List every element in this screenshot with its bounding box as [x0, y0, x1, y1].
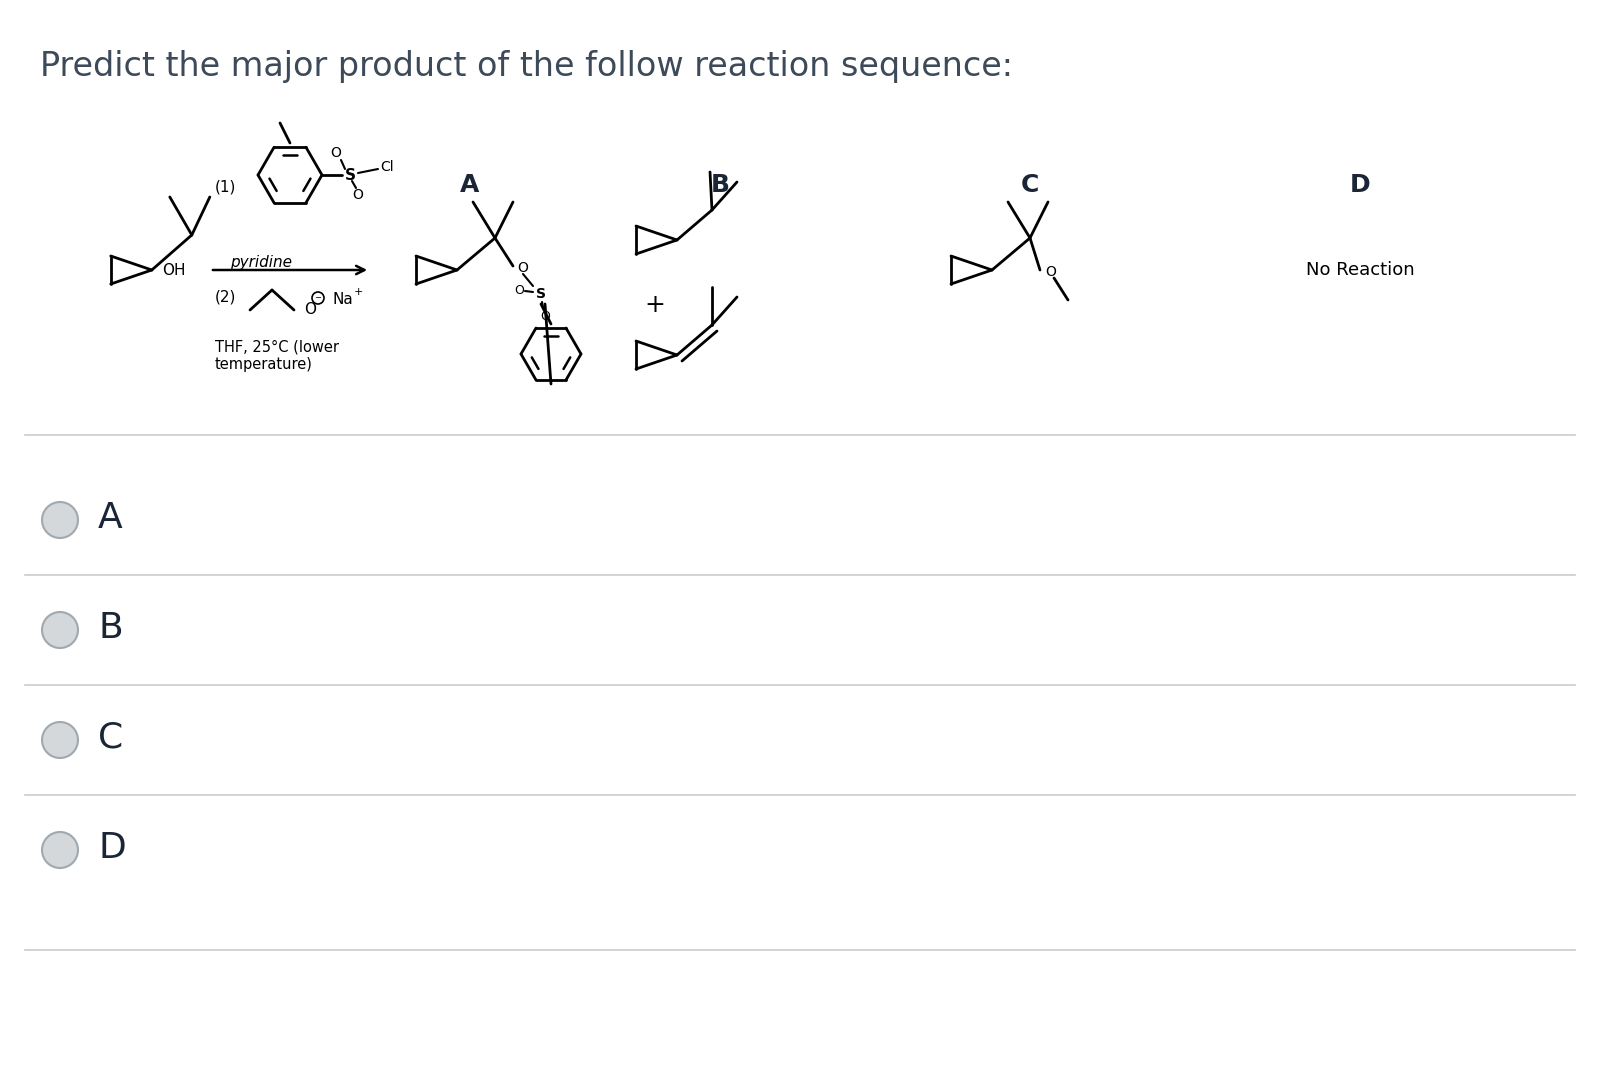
Text: C: C — [98, 721, 123, 755]
Text: Predict the major product of the follow reaction sequence:: Predict the major product of the follow … — [40, 50, 1013, 83]
Text: Na: Na — [333, 292, 352, 308]
Text: OH: OH — [162, 263, 186, 278]
Text: THF, 25°C (lower
temperature): THF, 25°C (lower temperature) — [214, 340, 339, 372]
Text: +: + — [354, 287, 363, 297]
Text: (1): (1) — [214, 180, 237, 195]
Text: O: O — [331, 146, 341, 160]
Text: A: A — [98, 501, 123, 535]
Circle shape — [42, 502, 78, 538]
Text: No Reaction: No Reaction — [1306, 261, 1414, 279]
Text: +: + — [645, 293, 666, 317]
Text: O: O — [1045, 265, 1056, 279]
Text: S: S — [344, 167, 355, 182]
Text: O: O — [541, 310, 550, 323]
Text: O: O — [517, 261, 528, 275]
Text: O: O — [514, 284, 523, 297]
Circle shape — [42, 722, 78, 759]
Text: D: D — [98, 831, 126, 865]
Circle shape — [42, 612, 78, 648]
Text: B: B — [98, 611, 123, 645]
Text: Cl: Cl — [381, 160, 394, 174]
Text: D: D — [1350, 173, 1370, 197]
Text: C: C — [1021, 173, 1038, 197]
Text: −: − — [315, 293, 322, 302]
Text: A: A — [461, 173, 480, 197]
Text: S: S — [536, 287, 546, 301]
Text: (2): (2) — [214, 290, 237, 305]
Text: O: O — [352, 188, 363, 202]
Circle shape — [42, 832, 78, 868]
Text: pyridine: pyridine — [230, 255, 291, 270]
Text: O: O — [304, 302, 317, 317]
Text: B: B — [710, 173, 730, 197]
